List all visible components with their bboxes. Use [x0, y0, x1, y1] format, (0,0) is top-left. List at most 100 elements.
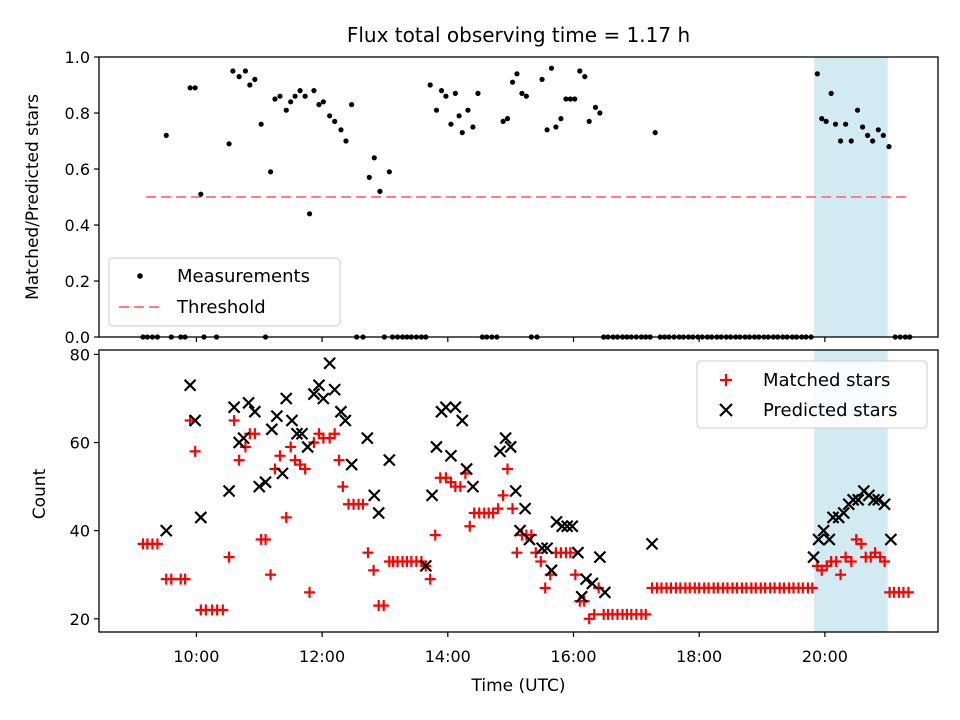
measurement-point	[258, 121, 264, 127]
count-x-axis: 10:00 12:00 14:00 16:00 18:00 20:00	[173, 632, 848, 666]
legend-predicted-label: Predicted stars	[763, 400, 897, 421]
predicted-star-point	[579, 572, 593, 586]
measurement-point	[448, 121, 454, 127]
matched-star-point	[260, 533, 272, 545]
predicted-star-point	[535, 542, 549, 555]
measurement-point	[837, 138, 844, 144]
predicted-star-point	[259, 475, 272, 489]
measurement-point	[288, 99, 294, 105]
predicted-star-point	[449, 401, 462, 414]
matched-star-point	[217, 604, 229, 616]
predicted-star-point	[194, 511, 208, 524]
measurement-point	[823, 118, 829, 124]
measurement-point	[509, 79, 516, 85]
predicted-star-point	[837, 506, 851, 520]
matched-star-point	[855, 538, 867, 550]
predicted-star-point	[270, 409, 284, 423]
matched-star-point	[424, 573, 436, 585]
matched-star-point	[329, 428, 341, 440]
measurement-point	[553, 124, 559, 130]
predicted-star-point	[295, 427, 309, 440]
matched-star-point	[502, 463, 514, 475]
measurement-point	[377, 188, 383, 194]
matched-star-point	[507, 503, 519, 515]
measurement-point	[302, 93, 308, 99]
measurement-point	[311, 88, 317, 94]
matched-star-point	[564, 547, 576, 559]
predicted-star-point	[560, 519, 574, 533]
measurement-point	[332, 118, 338, 124]
matched-star-point	[357, 498, 369, 510]
predicted-star-point	[265, 423, 279, 436]
predicted-star-point	[334, 405, 348, 418]
predicted-star-point	[439, 401, 453, 414]
measurement-point	[163, 132, 169, 138]
matched-star-point	[362, 547, 374, 559]
matched-star-point	[830, 556, 842, 567]
measurement-point	[514, 71, 520, 77]
ratio-x-ticks	[195, 337, 826, 342]
measurement-point	[459, 130, 465, 136]
measurement-point	[349, 102, 355, 108]
measurement-point	[371, 155, 377, 161]
measurement-point	[192, 85, 198, 91]
predicted-star-point	[188, 414, 202, 427]
predicted-star-point	[372, 506, 385, 520]
predicted-star-point	[884, 533, 898, 546]
predicted-star-point	[323, 356, 336, 370]
predicted-star-point	[565, 519, 579, 533]
measurement-point	[843, 121, 849, 127]
legend-threshold-label: Threshold	[176, 297, 266, 318]
measurement-point	[832, 121, 839, 127]
measurement-point	[320, 99, 326, 105]
matched-star-point	[333, 454, 345, 466]
measurement-point	[236, 74, 242, 80]
predicted-star-point	[444, 449, 458, 463]
count-x-tick-label: 20:00	[802, 647, 848, 666]
matched-star-point	[265, 569, 277, 581]
measurement-point	[539, 76, 545, 82]
legend-measurements-label: Measurements	[177, 266, 310, 287]
predicted-star-point	[419, 559, 433, 573]
count-x-tick-label: 12:00	[299, 647, 345, 666]
measurement-point	[577, 68, 583, 74]
measurement-point	[443, 93, 449, 99]
predicted-star-point	[227, 401, 241, 414]
ratio-y-tick-label: 0.4	[65, 216, 90, 235]
predicted-star-point	[822, 533, 836, 546]
predicted-star-point	[593, 550, 607, 564]
matched-star-point	[593, 582, 605, 594]
predicted-star-point	[248, 405, 262, 418]
measurement-point	[226, 141, 232, 147]
count-y-tick-label: 40	[70, 522, 90, 541]
measurement-point	[438, 88, 445, 94]
measurement-point	[456, 113, 462, 119]
predicted-star-point	[540, 542, 554, 555]
measurement-point	[819, 116, 825, 122]
predicted-star-point	[523, 533, 536, 546]
measurement-point	[297, 88, 303, 94]
predicted-star-point	[455, 414, 469, 427]
legend-matched-label: Matched stars	[763, 370, 890, 391]
ratio-y-tick-label: 0.8	[65, 104, 90, 123]
predicted-star-point	[504, 440, 517, 454]
legend-measurement-marker	[137, 273, 143, 279]
measurement-point	[230, 68, 236, 74]
predicted-star-point	[545, 564, 558, 577]
measurement-point	[277, 93, 283, 99]
matched-star-point	[879, 556, 891, 567]
measurement-point	[865, 132, 871, 138]
matched-star-point	[189, 445, 201, 457]
matched-star-point	[368, 564, 380, 576]
matched-star-point	[304, 586, 316, 598]
predicted-star-point	[817, 524, 830, 537]
measurement-point	[267, 169, 274, 175]
measurement-point	[500, 118, 506, 124]
measurement-point	[292, 93, 298, 99]
predicted-star-point	[328, 383, 341, 396]
matched-star-point	[530, 547, 542, 559]
matched-star-point	[274, 450, 286, 462]
predicted-star-point	[499, 431, 512, 445]
predicted-star-point	[493, 445, 507, 458]
